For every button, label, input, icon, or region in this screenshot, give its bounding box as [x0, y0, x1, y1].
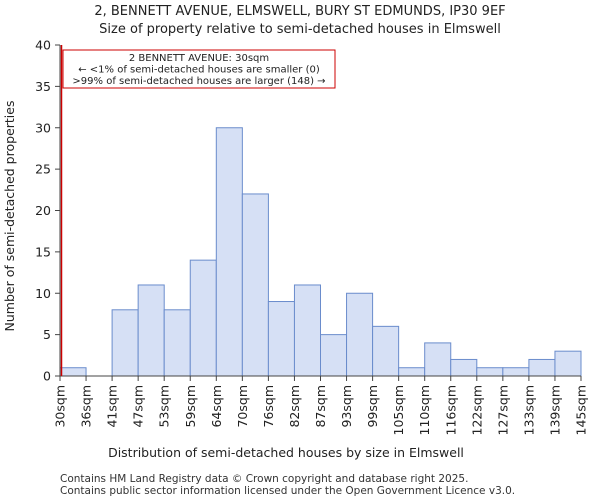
annotation-line3: >99% of semi-detached houses are larger … — [72, 76, 325, 87]
x-tick-label-30sqm: 30sqm — [53, 385, 68, 428]
y-tick-label-40: 40 — [35, 38, 51, 53]
y-tick-label-10: 10 — [35, 286, 51, 301]
bar-116sqm — [450, 358, 478, 377]
bar-30sqm — [59, 367, 87, 377]
x-tick-label-93sqm: 93sqm — [339, 385, 354, 428]
x-tick-label-87sqm: 87sqm — [313, 385, 328, 428]
bar-139sqm — [554, 350, 582, 377]
x-tick-label-110sqm: 110sqm — [417, 385, 432, 435]
y-tick-label-20: 20 — [35, 203, 51, 218]
x-axis-label: Distribution of semi-detached houses by … — [108, 445, 464, 460]
y-axis-label: Number of semi-detached properties — [2, 101, 17, 332]
annotation-box — [62, 49, 336, 89]
bar-133sqm — [528, 358, 556, 377]
bar-59sqm — [189, 259, 217, 377]
bars-group — [59, 127, 582, 377]
x-tick-label-105sqm: 105sqm — [391, 385, 406, 435]
axes-group: 0 5 10 15 20 25 30 35 40 30sqm 36sqm 41sqm 47sqm 53sq… — [35, 38, 588, 436]
chart-title-line1: 2, BENNETT AVENUE, ELMSWELL, BURY ST EDM… — [94, 4, 505, 19]
x-tick-label-36sqm: 36sqm — [79, 385, 94, 428]
bar-82sqm — [293, 284, 322, 377]
bar-53sqm — [163, 309, 191, 377]
x-tick-label-99sqm: 99sqm — [365, 385, 380, 428]
bar-110sqm — [424, 342, 452, 377]
chart-title-line2: Size of property relative to semi-detach… — [99, 22, 501, 37]
annotation-group: 2 BENNETT AVENUE: 30sqm← <1% of semi-det… — [60, 45, 336, 376]
x-tick-label-127sqm: 127sqm — [495, 385, 510, 435]
y-tick-label-35: 35 — [35, 79, 51, 94]
x-tick-label-59sqm: 59sqm — [183, 385, 198, 428]
bar-70sqm — [241, 193, 269, 377]
annotation-line2: ← <1% of semi-detached houses are smalle… — [78, 65, 320, 76]
x-tick-label-47sqm: 47sqm — [131, 385, 146, 428]
footer-line2: Contains public sector information licen… — [60, 485, 515, 497]
bar-122sqm — [476, 367, 504, 377]
y-tick-label-30: 30 — [35, 120, 51, 135]
y-tick-label-0: 0 — [43, 369, 51, 384]
x-tick-label-82sqm: 82sqm — [287, 385, 302, 428]
y-tick-label-5: 5 — [43, 327, 51, 342]
x-tick-label-76sqm: 76sqm — [261, 385, 276, 428]
footer-line1: Contains HM Land Registry data © Crown c… — [60, 473, 468, 485]
x-tick-label-70sqm: 70sqm — [235, 385, 250, 428]
bar-105sqm — [398, 367, 426, 377]
bar-64sqm — [215, 127, 243, 377]
x-tick-label-133sqm: 133sqm — [521, 385, 536, 435]
x-tick-label-64sqm: 64sqm — [209, 385, 224, 428]
bar-76sqm — [267, 301, 295, 377]
x-tick-label-116sqm: 116sqm — [443, 385, 458, 435]
y-tick-label-25: 25 — [35, 162, 51, 177]
bar-87sqm — [320, 334, 348, 377]
y-tick-label-15: 15 — [35, 244, 51, 259]
bar-99sqm — [372, 325, 400, 377]
bar-93sqm — [346, 292, 374, 377]
bar-41sqm — [111, 309, 139, 377]
x-tick-label-139sqm: 139sqm — [547, 385, 562, 435]
bar-127sqm — [502, 367, 530, 377]
x-tick-label-122sqm: 122sqm — [469, 385, 484, 435]
x-tick-label-53sqm: 53sqm — [157, 385, 172, 428]
annotation-line1: 2 BENNETT AVENUE: 30sqm — [129, 53, 269, 64]
x-tick-label-145sqm: 145sqm — [574, 385, 589, 435]
x-tick-label-41sqm: 41sqm — [105, 385, 120, 428]
bar-47sqm — [137, 284, 165, 377]
